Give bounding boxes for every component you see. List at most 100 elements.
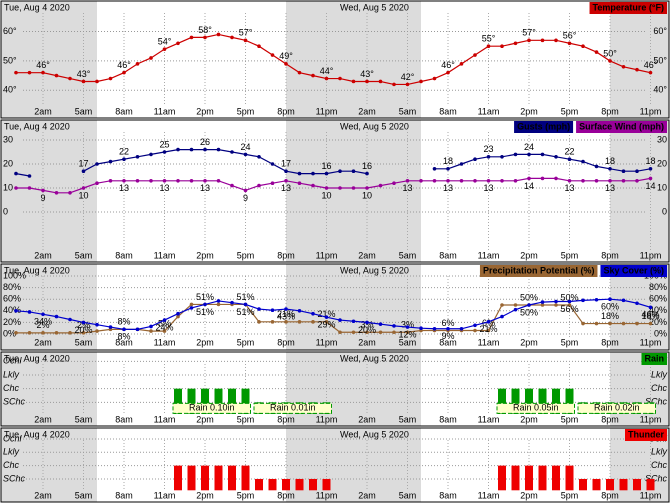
data-point (162, 318, 167, 322)
date-label: Tue, Aug 4 2020 (4, 121, 70, 131)
data-point (324, 320, 329, 324)
data-point (378, 79, 383, 84)
data-point (419, 326, 423, 331)
x-tick-label: 11am (154, 337, 176, 347)
data-point (338, 330, 342, 335)
x-tick-label: 5pm (237, 250, 255, 260)
data-point (108, 325, 113, 329)
data-point (608, 179, 612, 183)
x-tick-label: 11pm (316, 250, 338, 260)
data-point (351, 79, 356, 84)
data-point (149, 324, 153, 329)
y-tick-label: 40% (3, 305, 21, 315)
x-tick-label: 5pm (561, 414, 579, 424)
legend-swatch (576, 121, 667, 133)
data-point (176, 41, 180, 46)
data-point (648, 321, 653, 326)
bar (255, 478, 263, 491)
data-point (122, 157, 126, 161)
data-point (594, 321, 599, 326)
data-point (203, 147, 207, 152)
data-point (365, 79, 369, 84)
data-point (513, 152, 518, 157)
data-point (594, 297, 599, 302)
data-label: 49° (279, 51, 293, 61)
data-label: 42° (401, 72, 415, 82)
data-label: 10 (78, 190, 88, 200)
data-point (216, 302, 221, 307)
data-point (351, 186, 356, 190)
data-point (554, 176, 558, 181)
data-point (216, 147, 221, 152)
x-tick-label: 5am (399, 250, 417, 260)
annotation: Rain 0.02in (594, 403, 640, 413)
data-label: 9 (40, 193, 45, 203)
y-tick-label: 100% (3, 270, 26, 280)
x-tick-label: 11am (154, 106, 176, 116)
data-point (459, 162, 464, 166)
data-point (81, 320, 86, 325)
data-label: 24% (155, 322, 173, 332)
legend-label: Temperature (°F) (593, 2, 664, 12)
data-point (365, 320, 369, 325)
x-tick-label: 2pm (196, 106, 214, 116)
data-point (486, 179, 491, 183)
data-point (486, 320, 491, 324)
data-label: 18 (443, 156, 453, 166)
legend-swatch (625, 429, 667, 441)
data-point (621, 64, 626, 69)
x-tick-label: 8am (439, 106, 457, 116)
data-point (108, 159, 113, 164)
y-tick-label: Chc (3, 460, 20, 470)
x-tick-label: 2am (358, 490, 376, 500)
bar (214, 465, 223, 491)
x-tick-label: 5am (75, 414, 93, 424)
data-point (473, 323, 477, 328)
data-point (68, 191, 72, 195)
data-point (473, 179, 477, 183)
data-point (338, 76, 342, 81)
x-tick-label: 2pm (196, 414, 214, 424)
data-point (581, 321, 585, 326)
y-tick-label: 40° (3, 85, 17, 95)
date-label: Tue, Aug 4 2020 (4, 429, 70, 439)
data-point (635, 179, 639, 183)
data-point (365, 330, 369, 335)
data-label: 50% (560, 292, 578, 302)
data-point (189, 35, 194, 40)
x-tick-label: 11pm (640, 250, 662, 260)
x-tick-label: 2am (34, 414, 52, 424)
data-point (405, 330, 410, 335)
y-tick-label: 30 (657, 134, 667, 144)
data-point (14, 186, 18, 190)
data-point (621, 179, 626, 183)
data-label: 13 (483, 183, 493, 193)
x-tick-label: 5pm (237, 337, 255, 347)
data-point (162, 150, 167, 154)
data-point (243, 38, 248, 43)
data-label: 17 (78, 159, 88, 169)
data-point (567, 41, 572, 46)
data-label: 58° (198, 25, 212, 35)
data-point (284, 169, 288, 173)
data-point (527, 176, 531, 181)
bar (525, 465, 533, 491)
x-tick-label: 2am (358, 250, 376, 260)
data-point (567, 303, 572, 307)
data-point (446, 70, 450, 75)
y-tick-label: 0% (654, 328, 667, 338)
legend-swatch (479, 265, 598, 277)
data-label: 12% (398, 329, 416, 339)
data-label: 21% (317, 309, 335, 319)
x-tick-label: 8pm (601, 106, 619, 116)
legend-swatch (641, 353, 667, 365)
bar (592, 478, 601, 491)
x-tick-label: 8pm (277, 337, 295, 347)
data-point (54, 331, 59, 335)
y-tick-label: 60° (3, 26, 17, 36)
data-point (527, 152, 531, 157)
y-tick-label: 60% (3, 294, 21, 304)
data-point (540, 300, 545, 304)
data-point (243, 188, 248, 193)
data-point (149, 152, 153, 157)
